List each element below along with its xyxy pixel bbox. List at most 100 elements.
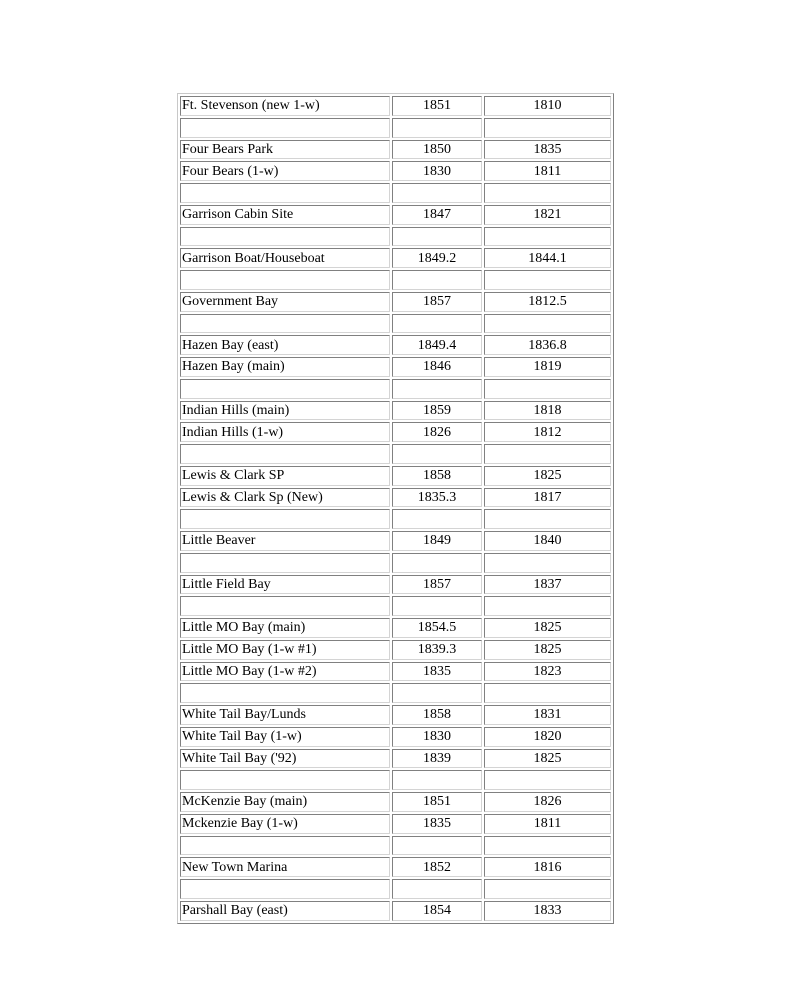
blank-row [180, 183, 611, 203]
table-row: Garrison Cabin Site 1847 1821 [180, 204, 611, 225]
value-2-cell [484, 509, 611, 529]
value-2-cell: 1825 [484, 465, 611, 486]
site-name-cell: Garrison Boat/Houseboat [180, 248, 390, 268]
blank-row [180, 313, 611, 334]
value-1-cell [392, 509, 482, 529]
value-2-cell [484, 378, 611, 399]
value-1-cell [392, 770, 482, 790]
table-row: Lewis & Clark SP 1858 1825 [180, 465, 611, 486]
value-2-cell: 1818 [484, 400, 611, 421]
value-1-cell: 1859 [392, 400, 482, 421]
table-row: Little MO Bay (1-w #2) 1835 1823 [180, 661, 611, 682]
value-2-cell: 1835 [484, 139, 611, 160]
value-1-cell: 1846 [392, 357, 482, 377]
table-row: McKenzie Bay (main) 1851 1826 [180, 792, 611, 812]
table-row: Indian Hills (main) 1859 1818 [180, 400, 611, 421]
table-row: Garrison Boat/Houseboat 1849.2 1844.1 [180, 248, 611, 268]
value-1-cell: 1857 [392, 574, 482, 595]
site-name-cell [180, 313, 390, 334]
value-1-cell: 1850 [392, 139, 482, 160]
value-2-cell: 1840 [484, 531, 611, 551]
site-name-cell [180, 226, 390, 247]
site-name-cell: Lewis & Clark Sp (New) [180, 487, 390, 508]
site-name-cell [180, 444, 390, 464]
table-row: Hazen Bay (main) 1846 1819 [180, 357, 611, 377]
value-1-cell: 1858 [392, 705, 482, 725]
value-2-cell: 1825 [484, 748, 611, 769]
site-name-cell [180, 270, 390, 290]
value-1-cell [392, 378, 482, 399]
value-2-cell [484, 444, 611, 464]
blank-row [180, 226, 611, 247]
site-name-cell [180, 596, 390, 616]
site-name-cell: Ft. Stevenson (new 1-w) [180, 96, 390, 116]
value-2-cell [484, 879, 611, 899]
value-1-cell: 1839.3 [392, 639, 482, 660]
value-2-cell: 1833 [484, 900, 611, 921]
table-row: New Town Marina 1852 1816 [180, 857, 611, 877]
blank-row [180, 117, 611, 138]
value-1-cell: 1857 [392, 291, 482, 312]
site-name-cell [180, 835, 390, 856]
table-row: White Tail Bay ('92) 1839 1825 [180, 748, 611, 769]
blank-row [180, 270, 611, 290]
value-1-cell: 1858 [392, 465, 482, 486]
value-2-cell: 1816 [484, 857, 611, 877]
table-body: Ft. Stevenson (new 1-w) 1851 1810 Four Bear… [180, 96, 611, 921]
site-name-cell: White Tail Bay (1-w) [180, 726, 390, 747]
value-1-cell: 1835 [392, 813, 482, 834]
value-2-cell [484, 313, 611, 334]
site-name-cell: Government Bay [180, 291, 390, 312]
site-name-cell: New Town Marina [180, 857, 390, 877]
site-elevation-table: Ft. Stevenson (new 1-w) 1851 1810 Four Bear… [177, 93, 614, 924]
value-1-cell: 1854.5 [392, 618, 482, 638]
value-1-cell [392, 683, 482, 703]
value-1-cell: 1849.2 [392, 248, 482, 268]
value-2-cell: 1817 [484, 487, 611, 508]
table-row: Parshall Bay (east) 1854 1833 [180, 900, 611, 921]
value-1-cell: 1830 [392, 726, 482, 747]
site-name-cell [180, 879, 390, 899]
value-1-cell: 1830 [392, 161, 482, 181]
site-name-cell: Indian Hills (1-w) [180, 422, 390, 442]
value-1-cell: 1835.3 [392, 487, 482, 508]
value-1-cell [392, 552, 482, 573]
site-name-cell: Four Bears Park [180, 139, 390, 160]
value-2-cell: 1811 [484, 161, 611, 181]
site-name-cell: Hazen Bay (east) [180, 335, 390, 355]
value-2-cell: 1823 [484, 661, 611, 682]
value-1-cell: 1826 [392, 422, 482, 442]
value-2-cell: 1812.5 [484, 291, 611, 312]
value-2-cell [484, 226, 611, 247]
site-name-cell [180, 117, 390, 138]
table-row: Little Field Bay 1857 1837 [180, 574, 611, 595]
blank-row [180, 835, 611, 856]
value-1-cell [392, 596, 482, 616]
table-row: Little MO Bay (1-w #1) 1839.3 1825 [180, 639, 611, 660]
value-1-cell [392, 270, 482, 290]
value-1-cell [392, 835, 482, 856]
value-2-cell [484, 596, 611, 616]
table-row: Lewis & Clark Sp (New) 1835.3 1817 [180, 487, 611, 508]
site-name-cell: Little MO Bay (1-w #1) [180, 639, 390, 660]
value-2-cell: 1811 [484, 813, 611, 834]
site-name-cell: White Tail Bay ('92) [180, 748, 390, 769]
table-row: Government Bay 1857 1812.5 [180, 291, 611, 312]
value-2-cell [484, 683, 611, 703]
value-2-cell [484, 117, 611, 138]
blank-row [180, 770, 611, 790]
value-1-cell: 1854 [392, 900, 482, 921]
site-name-cell [180, 683, 390, 703]
blank-row [180, 378, 611, 399]
table-row: Little MO Bay (main) 1854.5 1825 [180, 618, 611, 638]
value-1-cell: 1847 [392, 204, 482, 225]
value-2-cell [484, 835, 611, 856]
value-2-cell: 1837 [484, 574, 611, 595]
site-name-cell: Mckenzie Bay (1-w) [180, 813, 390, 834]
site-name-cell: Four Bears (1-w) [180, 161, 390, 181]
blank-row [180, 552, 611, 573]
value-2-cell [484, 770, 611, 790]
site-name-cell: Parshall Bay (east) [180, 900, 390, 921]
table-row: White Tail Bay (1-w) 1830 1820 [180, 726, 611, 747]
site-name-cell: Lewis & Clark SP [180, 465, 390, 486]
